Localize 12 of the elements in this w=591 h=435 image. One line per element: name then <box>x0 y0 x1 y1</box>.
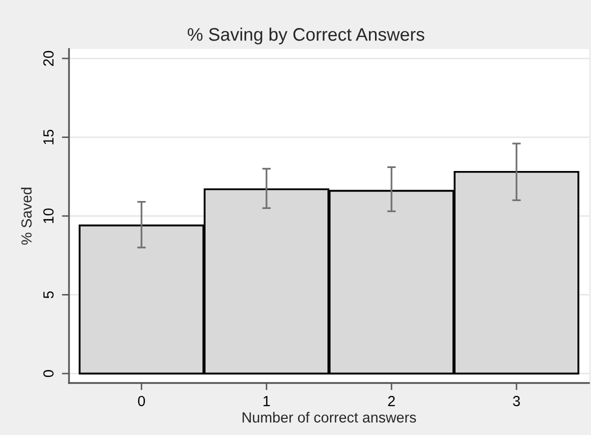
x-tick-label: 1 <box>264 396 270 406</box>
y-tick-label: 5 <box>43 291 54 298</box>
y-tick-label: 15 <box>43 130 54 144</box>
x-tick-label: 0 <box>138 396 145 406</box>
x-tick-label: 3 <box>513 396 520 406</box>
y-tick-label: 10 <box>43 208 54 223</box>
chart-title: % Saving by Correct Answers <box>188 28 424 44</box>
x-tick-label: 2 <box>388 396 395 406</box>
y-tick-label: 20 <box>43 50 54 66</box>
y-axis-title: % Saved <box>20 188 32 245</box>
x-axis-title: Number of correct answers <box>242 412 416 423</box>
y-tick-label: 0 <box>43 370 54 378</box>
